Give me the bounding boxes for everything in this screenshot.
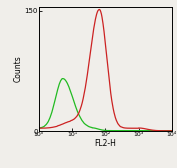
- Y-axis label: Counts: Counts: [14, 55, 23, 82]
- X-axis label: FL2-H: FL2-H: [94, 139, 116, 148]
